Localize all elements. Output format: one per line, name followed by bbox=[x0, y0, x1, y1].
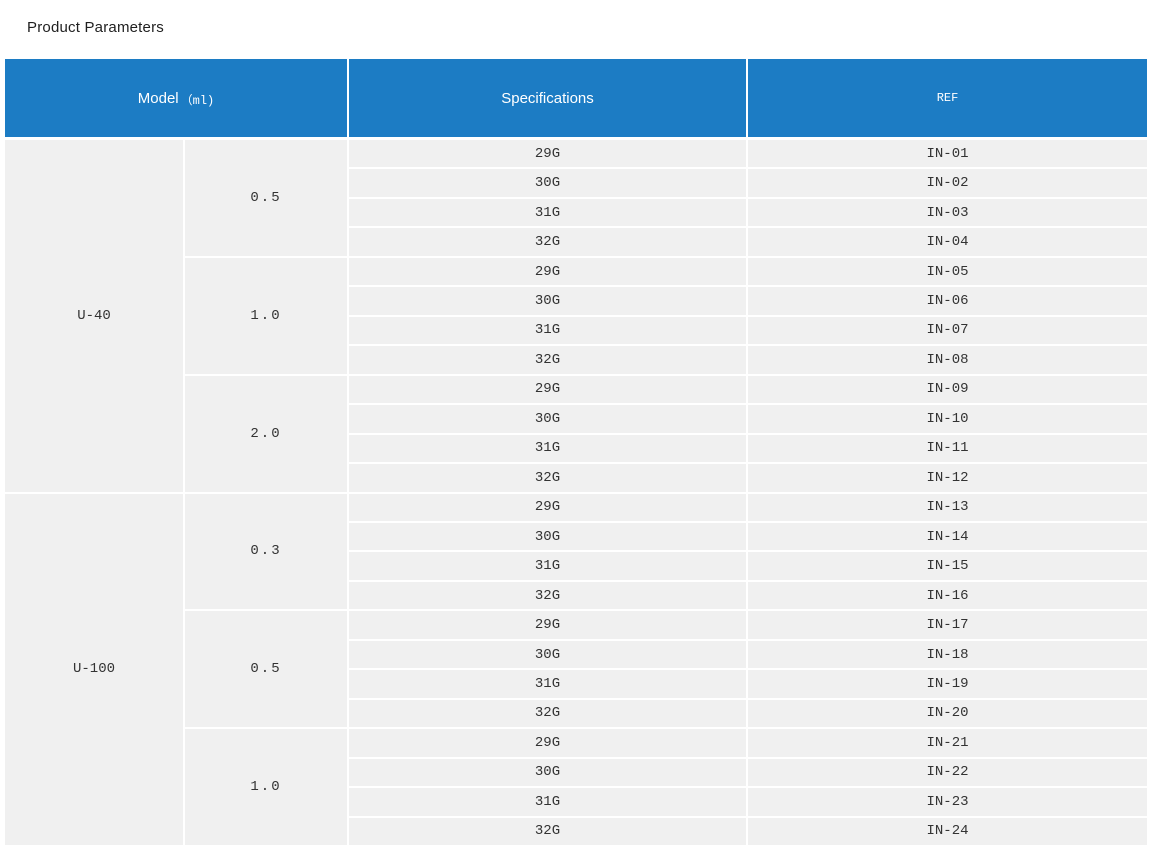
ref-cell: IN-04 bbox=[748, 228, 1147, 256]
volume-cell: 0.5 bbox=[185, 140, 347, 256]
spec-cell: 30G bbox=[349, 405, 746, 433]
ref-cell: IN-21 bbox=[748, 729, 1147, 757]
volume-cell: 2.0 bbox=[185, 375, 347, 492]
model-cell: U-40 bbox=[5, 140, 183, 492]
spec-cell: 30G bbox=[349, 287, 746, 315]
spec-cell: 29G bbox=[349, 729, 746, 757]
ref-cell: IN-02 bbox=[748, 169, 1147, 197]
model-cell: U-100 bbox=[5, 493, 183, 845]
spec-cell: 29G bbox=[349, 493, 746, 521]
ref-cell: IN-20 bbox=[748, 699, 1147, 728]
header-model-label: Model bbox=[137, 89, 179, 107]
ref-cell: IN-09 bbox=[748, 375, 1147, 404]
spec-cell: 30G bbox=[349, 522, 746, 551]
spec-cell: 30G bbox=[349, 758, 746, 787]
ref-cell: IN-07 bbox=[748, 316, 1147, 345]
header-model-unit: （ml) bbox=[180, 93, 215, 108]
ref-cell: IN-17 bbox=[748, 611, 1147, 639]
spec-cell: 29G bbox=[349, 611, 746, 639]
volume-cell: 1.0 bbox=[185, 257, 347, 374]
spec-cell: 32G bbox=[349, 817, 746, 845]
table-header-row: Model （ml) Specifications REF bbox=[5, 59, 1147, 137]
spec-cell: 32G bbox=[349, 228, 746, 256]
ref-cell: IN-23 bbox=[748, 788, 1147, 816]
ref-cell: IN-13 bbox=[748, 493, 1147, 521]
header-ref-label: REF bbox=[936, 91, 959, 105]
ref-cell: IN-16 bbox=[748, 581, 1147, 610]
spec-cell: 32G bbox=[349, 581, 746, 610]
volume-cell: 0.5 bbox=[185, 611, 347, 728]
header-model: Model （ml) bbox=[5, 59, 347, 137]
product-parameters-table: Model （ml) Specifications REF U-40 0.5 29G… bbox=[5, 59, 1147, 845]
spec-cell: 29G bbox=[349, 257, 746, 286]
ref-cell: IN-08 bbox=[748, 346, 1147, 374]
volume-cell: 1.0 bbox=[185, 729, 347, 845]
spec-cell: 31G bbox=[349, 788, 746, 816]
ref-cell: IN-12 bbox=[748, 464, 1147, 492]
ref-cell: IN-10 bbox=[748, 405, 1147, 433]
ref-cell: IN-01 bbox=[748, 140, 1147, 168]
ref-cell: IN-06 bbox=[748, 287, 1147, 315]
ref-cell: IN-22 bbox=[748, 758, 1147, 787]
spec-cell: 32G bbox=[349, 699, 746, 728]
ref-cell: IN-15 bbox=[748, 552, 1147, 580]
spec-cell: 29G bbox=[349, 140, 746, 168]
ref-cell: IN-19 bbox=[748, 670, 1147, 698]
spec-cell: 30G bbox=[349, 169, 746, 197]
spec-cell: 31G bbox=[349, 670, 746, 698]
spec-cell: 30G bbox=[349, 640, 746, 669]
spec-cell: 29G bbox=[349, 375, 746, 404]
volume-cell: 0.3 bbox=[185, 493, 347, 610]
spec-cell: 32G bbox=[349, 464, 746, 492]
ref-cell: IN-14 bbox=[748, 522, 1147, 551]
ref-cell: IN-05 bbox=[748, 257, 1147, 286]
ref-cell: IN-24 bbox=[748, 817, 1147, 845]
header-ref: REF bbox=[748, 59, 1147, 137]
ref-cell: IN-18 bbox=[748, 640, 1147, 669]
spec-cell: 31G bbox=[349, 434, 746, 463]
ref-cell: IN-11 bbox=[748, 434, 1147, 463]
header-specifications: Specifications bbox=[349, 59, 746, 137]
spec-cell: 31G bbox=[349, 552, 746, 580]
spec-cell: 32G bbox=[349, 346, 746, 374]
spec-cell: 31G bbox=[349, 198, 746, 227]
ref-cell: IN-03 bbox=[748, 198, 1147, 227]
header-specifications-label: Specifications bbox=[501, 89, 594, 107]
table-body: U-40 0.5 29G IN-01 30G IN-02 31G IN-03 32G IN-04 1… bbox=[5, 140, 1147, 845]
page-title: Product Parameters bbox=[27, 19, 164, 36]
spec-cell: 31G bbox=[349, 316, 746, 345]
